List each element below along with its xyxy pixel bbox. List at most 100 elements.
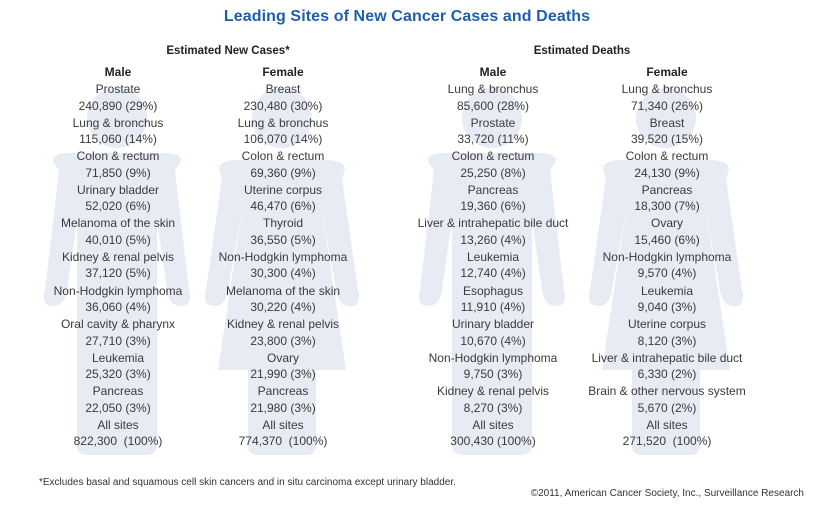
site-value: 71,340 (26%) — [630, 98, 704, 113]
entry-site: Liver & intrahepatic bile duct 13,260 (4%… — [398, 215, 588, 249]
site-label: Ovary — [266, 350, 299, 365]
entry-site: Prostate 33,720 (11%) — [398, 115, 588, 149]
site-label: Lung & bronchus — [621, 82, 713, 96]
site-value: 25,320 (3%) — [85, 367, 151, 382]
site-value: 8,270 (3%) — [463, 400, 523, 415]
site-value: 18,300 (7%) — [634, 199, 700, 214]
column-deaths-female: Female Lung & bronchus 71,340 (26%) Breast 3… — [572, 64, 762, 451]
entry-site: Non-Hodgkin lymphoma 36,060 (4%) — [23, 283, 213, 317]
site-value: 23,800 (3%) — [250, 333, 316, 348]
head-shape — [87, 88, 147, 148]
site-label: Colon & rectum — [76, 149, 160, 164]
entry-site: Lung & bronchus 106,070 (14%) — [188, 115, 378, 149]
site-label: Melanoma of the skin — [60, 216, 176, 231]
site-value: 52,020 (6%) — [85, 199, 151, 214]
site-label: Lung & bronchus — [72, 115, 164, 130]
entry-site: Kidney & renal pelvis 37,120 (5%) — [23, 249, 213, 283]
entry-site: Prostate 240,890 (29%) — [23, 81, 213, 115]
body-shape — [44, 153, 190, 455]
entry-site: Colon & rectum 25,250 (8%) — [398, 148, 588, 182]
copyright-credit: ©2011, American Cancer Society, Inc., Su… — [530, 488, 804, 499]
site-value: 10,670 (4%) — [460, 333, 526, 348]
entry-site: Ovary 21,990 (3%) — [188, 350, 378, 384]
male-silhouette-icon — [44, 88, 190, 455]
entry-site: Uterine corpus 46,470 (6%) — [188, 182, 378, 216]
head-shape — [252, 88, 312, 148]
site-label: Pancreas — [641, 182, 693, 197]
site-label: Ovary — [650, 216, 683, 231]
entry-site: Lung & bronchus 115,060 (14%) — [23, 115, 213, 149]
site-label: Breast — [649, 115, 685, 130]
site-value: 37,120 (5%) — [85, 266, 151, 281]
site-value: 71,850 (9%) — [85, 165, 151, 180]
body-shape — [589, 160, 743, 455]
entry-site: Colon & rectum 71,850 (9%) — [23, 148, 213, 182]
site-label: Urinary bladder — [76, 182, 160, 197]
site-value: 40,010 (5%) — [85, 232, 151, 247]
site-value: 36,550 (5%) — [250, 232, 316, 247]
entry-site: Lung & bronchus 85,600 (28%) — [398, 81, 588, 115]
site-label: Uterine corpus — [243, 182, 323, 197]
site-label: Non-Hodgkin lymphoma — [218, 249, 348, 264]
entry-site: Leukemia 25,320 (3%) — [23, 350, 213, 384]
entry-site: Breast 230,480 (30%) — [188, 81, 378, 115]
site-value: 11,910 (4%) — [460, 300, 526, 315]
site-label: All sites — [472, 417, 514, 432]
site-label: Esophagus — [462, 283, 524, 298]
site-value: 300,430 (100%) — [450, 434, 536, 449]
site-label: Kidney & renal pelvis — [61, 249, 175, 264]
site-value: 9,570 (4%) — [637, 266, 697, 281]
entry-site: Pancreas 18,300 (7%) — [572, 182, 762, 216]
site-value: 39,520 (15%) — [630, 132, 704, 147]
site-value: 21,980 (3%) — [250, 400, 316, 415]
site-label: Liver & intrahepatic bile duct — [417, 216, 569, 231]
entry-site: Liver & intrahepatic bile duct 6,330 (2%) — [572, 350, 762, 384]
site-value: 22,050 (3%) — [85, 400, 151, 415]
site-value: 30,300 (4%) — [250, 266, 316, 281]
site-label: Liver & intrahepatic bile duct — [591, 350, 743, 365]
site-label: All sites — [262, 417, 304, 432]
site-label: Oral cavity & pharynx — [60, 317, 176, 332]
site-value: 9,750 (3%) — [463, 367, 523, 382]
entry-site: Ovary 15,460 (6%) — [572, 215, 762, 249]
column-deaths-male: Male Lung & bronchus 85,600 (28%) Prostate 3… — [398, 64, 588, 451]
site-label: All sites — [646, 417, 688, 432]
site-value: 33,720 (11%) — [457, 132, 529, 147]
site-value: 230,480 (30%) — [243, 98, 323, 113]
site-label: Brain & other nervous system — [588, 384, 746, 399]
site-value: 6,330 (2%) — [637, 367, 697, 382]
site-label: Thyroid — [262, 216, 303, 231]
site-label: Non-Hodgkin lymphoma — [428, 350, 558, 365]
site-value: 240,890 (29%) — [78, 98, 158, 113]
site-label: Prostate — [470, 115, 516, 130]
site-label: Melanoma of the skin — [225, 283, 341, 298]
site-label: Colon & rectum — [241, 149, 325, 164]
site-value: 9,040 (3%) — [637, 300, 697, 315]
entry-site: Urinary bladder 10,670 (4%) — [398, 316, 588, 350]
entry-site: Brain & other nervous system 5,670 (2%) — [572, 383, 762, 417]
section-title-deaths: Estimated Deaths — [533, 45, 631, 57]
site-value: 115,060 (14%) — [79, 132, 157, 147]
female-silhouette-icon — [589, 88, 743, 455]
body-shape — [419, 153, 565, 455]
entry-site: Lung & bronchus 71,340 (26%) — [572, 81, 762, 115]
site-label: Non-Hodgkin lymphoma — [53, 283, 183, 298]
column-header-male: Male — [479, 65, 507, 79]
entry-all-sites: All sites 300,430 (100%) — [398, 417, 588, 451]
site-label: Colon & rectum — [451, 149, 535, 164]
column-header-male: Male — [104, 65, 132, 79]
site-label: Kidney & renal pelvis — [226, 317, 340, 332]
site-label: Pancreas — [467, 182, 519, 197]
site-label: Prostate — [95, 82, 141, 96]
site-value: 46,470 (6%) — [250, 199, 316, 214]
site-label: Lung & bronchus — [237, 115, 329, 130]
footnote: *Excludes basal and squamous cell skin c… — [39, 477, 456, 488]
site-label: Colon & rectum — [625, 149, 709, 164]
site-value: 36,060 (4%) — [85, 300, 151, 315]
site-value: 25,250 (8%) — [460, 165, 526, 180]
entry-site: Esophagus 11,910 (4%) — [398, 283, 588, 317]
site-label: Leukemia — [640, 283, 694, 298]
site-value: 15,460 (6%) — [634, 232, 700, 247]
site-label: Uterine corpus — [627, 317, 707, 332]
site-label: Lung & bronchus — [447, 82, 539, 96]
